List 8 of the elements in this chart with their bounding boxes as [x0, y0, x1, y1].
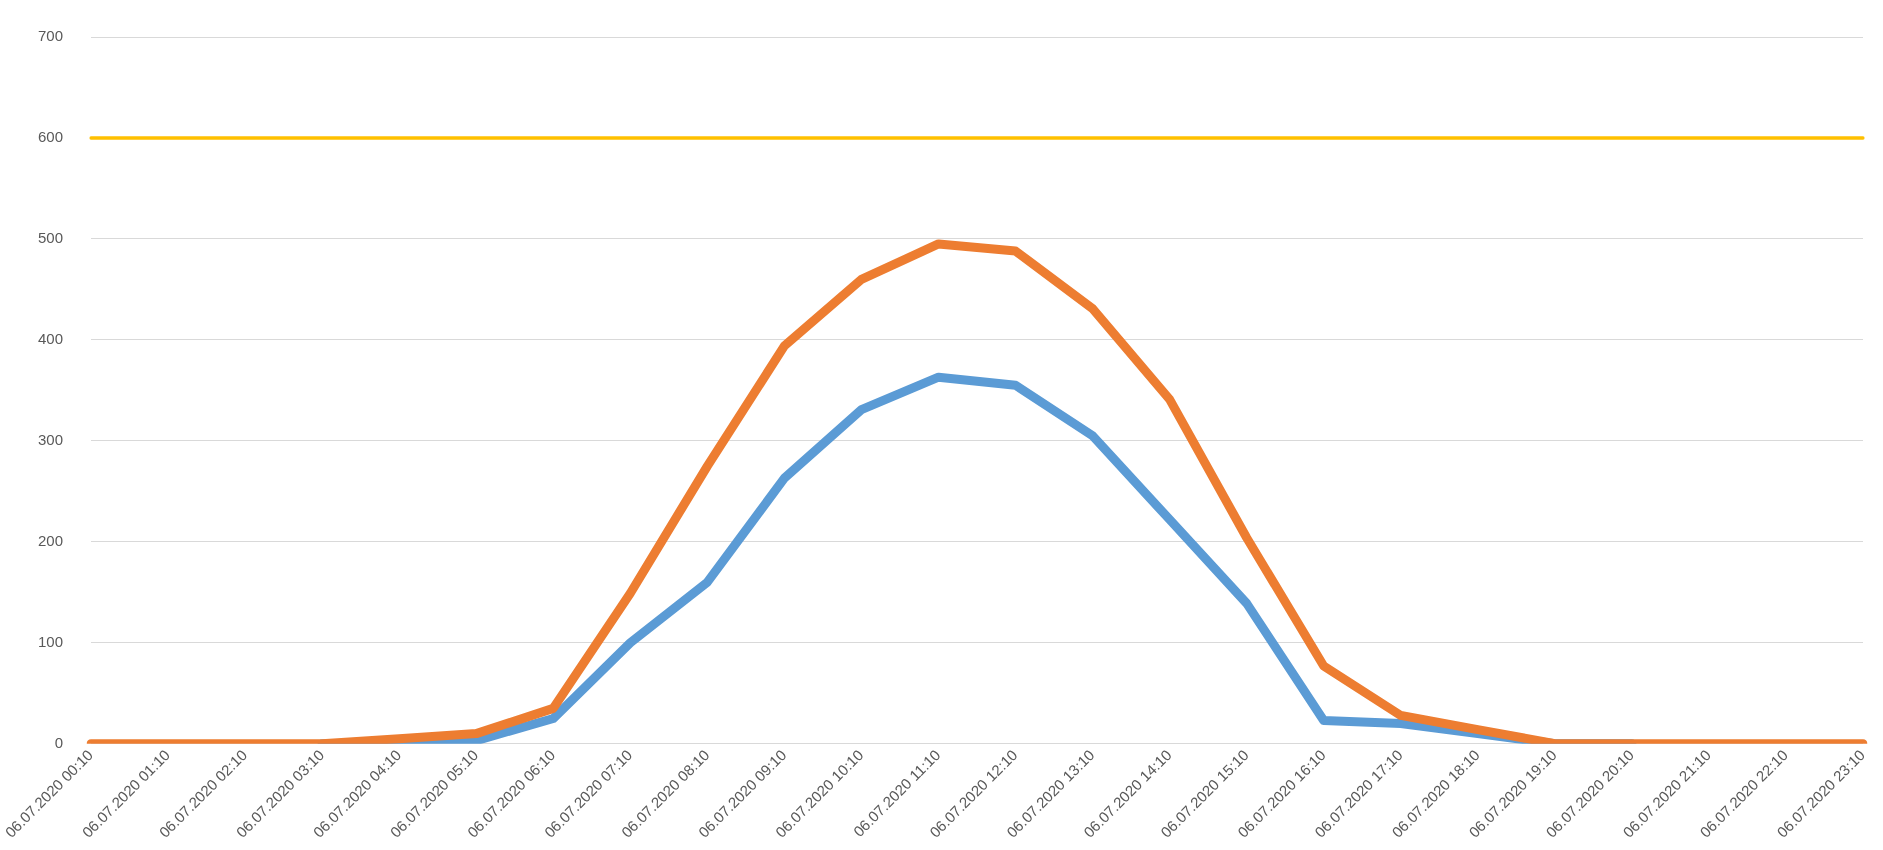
y-tick-label: 600 [38, 128, 64, 146]
y-tick-label: 400 [38, 330, 64, 348]
y-tick-label: 500 [38, 229, 64, 247]
y-tick-label: 200 [38, 531, 64, 549]
y-tick-label: 100 [38, 632, 64, 650]
y-tick-label: 700 [38, 27, 64, 45]
y-tick-label: 0 [54, 733, 64, 751]
y-tick-label: 300 [38, 430, 64, 448]
